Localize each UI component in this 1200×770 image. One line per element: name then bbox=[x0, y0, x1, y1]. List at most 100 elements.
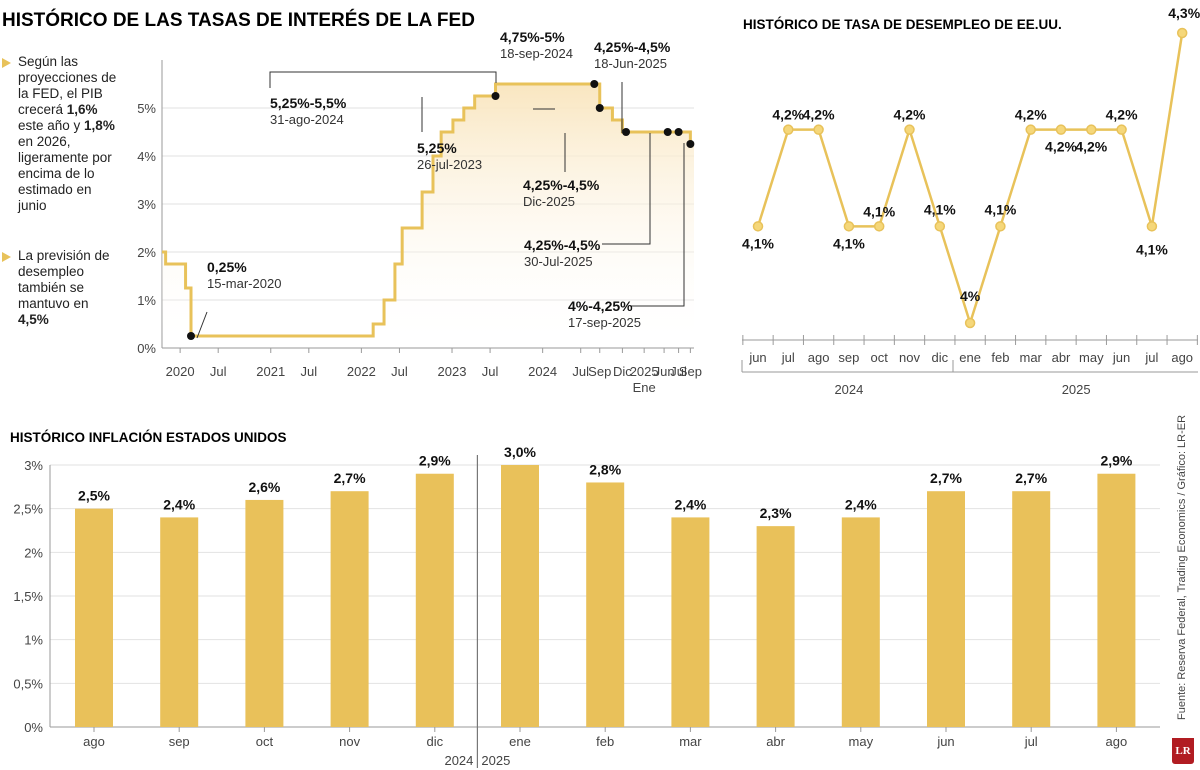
bar-label: 2,7% bbox=[1015, 470, 1047, 486]
bar bbox=[501, 465, 539, 727]
fed-rate-chart: 0% 1% 2% 3% 4% 5% 2020 Jul 2021 Jul 2022 Jul 2023 Jul… bbox=[137, 29, 702, 395]
bar-label: 2,4% bbox=[674, 496, 706, 512]
annotation-value: 4,25%-4,5% bbox=[523, 177, 600, 193]
x-tick-label: nov bbox=[899, 350, 920, 365]
x-tick-label: sep bbox=[838, 350, 859, 365]
annotation-dot bbox=[686, 140, 695, 148]
data-label: 4,2% bbox=[1015, 107, 1047, 123]
annotation-dot bbox=[590, 80, 599, 88]
unemployment-line bbox=[756, 32, 1184, 328]
gdp-projection-note: Según las proyecciones de la FED, el PIB… bbox=[0, 54, 120, 214]
x-tick-label: sep bbox=[169, 734, 190, 749]
data-point bbox=[1146, 221, 1158, 232]
data-point bbox=[783, 124, 794, 135]
x-tick-label: feb bbox=[596, 734, 614, 749]
annotation-date: 31-ago-2024 bbox=[270, 112, 344, 127]
x-tick-label: may bbox=[849, 734, 874, 749]
x-tick-label: jun bbox=[936, 734, 954, 749]
data-label: 4,2% bbox=[1075, 139, 1107, 155]
data-label: 4,2% bbox=[1106, 107, 1138, 123]
x-tick-label: Jul bbox=[670, 364, 687, 379]
x-tick-label: jul bbox=[1024, 734, 1038, 749]
x-tick-label: ago bbox=[1106, 734, 1128, 749]
fed-rate-area bbox=[162, 84, 694, 348]
year-label: 2024 bbox=[444, 753, 473, 768]
year-label: 2024 bbox=[834, 382, 863, 397]
x-tick-label: mar bbox=[1020, 350, 1043, 365]
x-tick-label: nov bbox=[339, 734, 360, 749]
x-tick-label: 2021 bbox=[256, 364, 285, 379]
fed-notes: Según las proyecciones de la FED, el PIB… bbox=[0, 54, 120, 362]
data-label: 4,1% bbox=[863, 203, 895, 219]
data-label: 4,2% bbox=[894, 107, 926, 123]
x-tick-label: Jul bbox=[391, 364, 408, 379]
annotation-dot bbox=[674, 128, 683, 136]
annotation-value: 4%-4,25% bbox=[568, 298, 633, 314]
x-tick-label: ene bbox=[959, 350, 981, 365]
annotation-date: 30-Jul-2025 bbox=[524, 254, 593, 269]
bar bbox=[586, 482, 625, 727]
y-tick-label: 2% bbox=[24, 545, 43, 560]
annotation-leader bbox=[630, 143, 685, 307]
bar-label: 2,4% bbox=[845, 496, 877, 512]
y-tick-label: 0,5% bbox=[13, 676, 43, 691]
data-point bbox=[1055, 124, 1067, 135]
x-tick-label: 2024 bbox=[528, 364, 557, 379]
data-label: 4,1% bbox=[924, 201, 956, 217]
year-label: 2025 bbox=[1062, 382, 1091, 397]
inflation-chart-title: HISTÓRICO INFLACIÓN ESTADOS UNIDOS bbox=[10, 430, 287, 445]
annotation-leader bbox=[196, 311, 208, 339]
bullet-triangle-icon bbox=[2, 58, 11, 68]
x-tick-label: jul bbox=[781, 350, 795, 365]
unemployment-projection-note: La previsión de desempleo también se man… bbox=[0, 248, 120, 328]
bar bbox=[245, 499, 284, 727]
x-tick-label: ene bbox=[509, 734, 531, 749]
x-tick-label: jul bbox=[1144, 350, 1158, 365]
x-tick-label: Jul bbox=[301, 364, 318, 379]
x-tick-label: Jul bbox=[210, 364, 227, 379]
annotation-date: 18-sep-2024 bbox=[500, 46, 573, 61]
bar bbox=[841, 517, 880, 727]
bar-label: 2,6% bbox=[248, 479, 280, 495]
x-tick-label: feb bbox=[991, 350, 1009, 365]
x-tick-label: mar bbox=[679, 734, 702, 749]
annotation-dot bbox=[595, 104, 604, 112]
bar bbox=[1012, 491, 1051, 727]
bar bbox=[160, 517, 199, 727]
fed-rate-line bbox=[162, 82, 694, 338]
annotation-dot bbox=[663, 128, 672, 136]
x-tick-label: abr bbox=[1052, 350, 1071, 365]
bar bbox=[927, 491, 965, 727]
x-tick-label: abr bbox=[766, 734, 785, 749]
x-tick-label: ago bbox=[1171, 350, 1193, 365]
data-point bbox=[995, 221, 1006, 232]
x-tick-label: 2025 bbox=[630, 364, 659, 379]
data-label: 4,2% bbox=[1045, 139, 1077, 155]
annotation-date: 26-jul-2023 bbox=[417, 157, 482, 172]
annotation-leader bbox=[269, 71, 497, 88]
annotation-leader bbox=[602, 133, 651, 245]
y-tick-label: 0% bbox=[137, 341, 156, 356]
y-tick-label: 5% bbox=[137, 101, 156, 116]
x-tick-label: dic bbox=[426, 734, 443, 749]
data-label: 4,1% bbox=[742, 235, 774, 251]
x-tick-label: ago bbox=[83, 734, 105, 749]
bar-label: 2,7% bbox=[334, 470, 366, 486]
annotation-dot bbox=[187, 332, 196, 340]
data-point bbox=[843, 221, 855, 232]
bar bbox=[75, 508, 113, 727]
data-point bbox=[1086, 124, 1097, 135]
y-tick-label: 1,5% bbox=[13, 589, 43, 604]
x-tick-label: jun bbox=[748, 350, 766, 365]
x-tick-label: ago bbox=[808, 350, 830, 365]
x-tick-label: Jul bbox=[572, 364, 589, 379]
x-tick-label: Sep bbox=[588, 364, 611, 379]
x-tick-sublabel: Ene bbox=[633, 380, 656, 395]
data-label: 4,1% bbox=[1136, 241, 1168, 257]
annotation-dot bbox=[622, 128, 631, 136]
x-tick-label: Jul bbox=[482, 364, 499, 379]
unemployment-chart: jun jul ago sep oct nov dic ene feb mar abr may jun j… bbox=[741, 5, 1200, 397]
year-label: 2025 bbox=[481, 753, 510, 768]
data-point bbox=[1116, 124, 1127, 135]
bar-label: 2,3% bbox=[760, 505, 792, 521]
